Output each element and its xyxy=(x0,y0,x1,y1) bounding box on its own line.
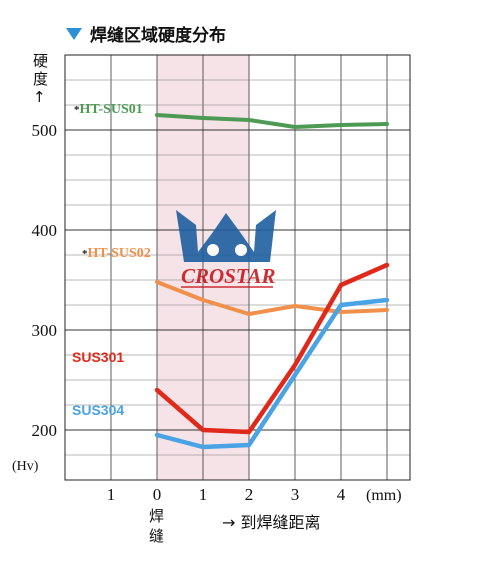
x-axis-weld-label: 焊缝 xyxy=(149,507,164,545)
crostar-logo: CROSTAR xyxy=(176,210,276,288)
series-label-sus304: SUS304 xyxy=(72,402,124,418)
x-unit-label: (mm) xyxy=(366,487,402,504)
x-tick-label: 0 xyxy=(153,485,162,504)
title-marker-icon xyxy=(66,28,82,40)
series-label-ht-sus02: *HT-SUS02 xyxy=(82,246,151,261)
series-line-sus304 xyxy=(154,297,390,450)
y-tick-label: 200 xyxy=(32,421,58,440)
x-tick-label: 3 xyxy=(291,485,300,504)
x-tick-label: 1 xyxy=(199,485,208,504)
series-line-sus301 xyxy=(154,262,390,435)
series-line-ht-sus01 xyxy=(155,113,389,129)
series-label-sus301: SUS301 xyxy=(72,349,124,365)
series-labels: *HT-SUS01 *HT-SUS02 SUS301 SUS304 xyxy=(72,102,151,418)
y-tick-label: 300 xyxy=(32,321,58,340)
crown-gem-right xyxy=(235,244,247,256)
x-axis-distance-label: → 到焊缝距离 xyxy=(222,513,321,532)
series-lines xyxy=(154,113,390,450)
series-line-ht-sus02 xyxy=(155,280,389,316)
y-axis-label: 硬度↑ xyxy=(33,52,48,106)
y-tick-label: 400 xyxy=(32,221,58,240)
crown-gem-left xyxy=(207,244,219,256)
x-tick-label: 1 xyxy=(107,485,116,504)
plot-frame xyxy=(64,54,411,481)
x-tick-label: 2 xyxy=(245,485,254,504)
y-tick-label: 500 xyxy=(32,121,58,140)
crown-icon xyxy=(176,210,276,262)
x-tick-labels: 1 0 1 2 3 4 xyxy=(107,485,346,504)
chart-title: 焊缝区域硬度分布 xyxy=(90,25,226,46)
y-tick-labels: 500 400 300 200 xyxy=(32,121,58,440)
series-label-ht-sus01: *HT-SUS01 xyxy=(74,102,143,117)
y-unit-label: (Hv) xyxy=(12,459,39,474)
x-tick-label: 4 xyxy=(337,485,346,504)
logo-text: CROSTAR xyxy=(181,264,276,288)
